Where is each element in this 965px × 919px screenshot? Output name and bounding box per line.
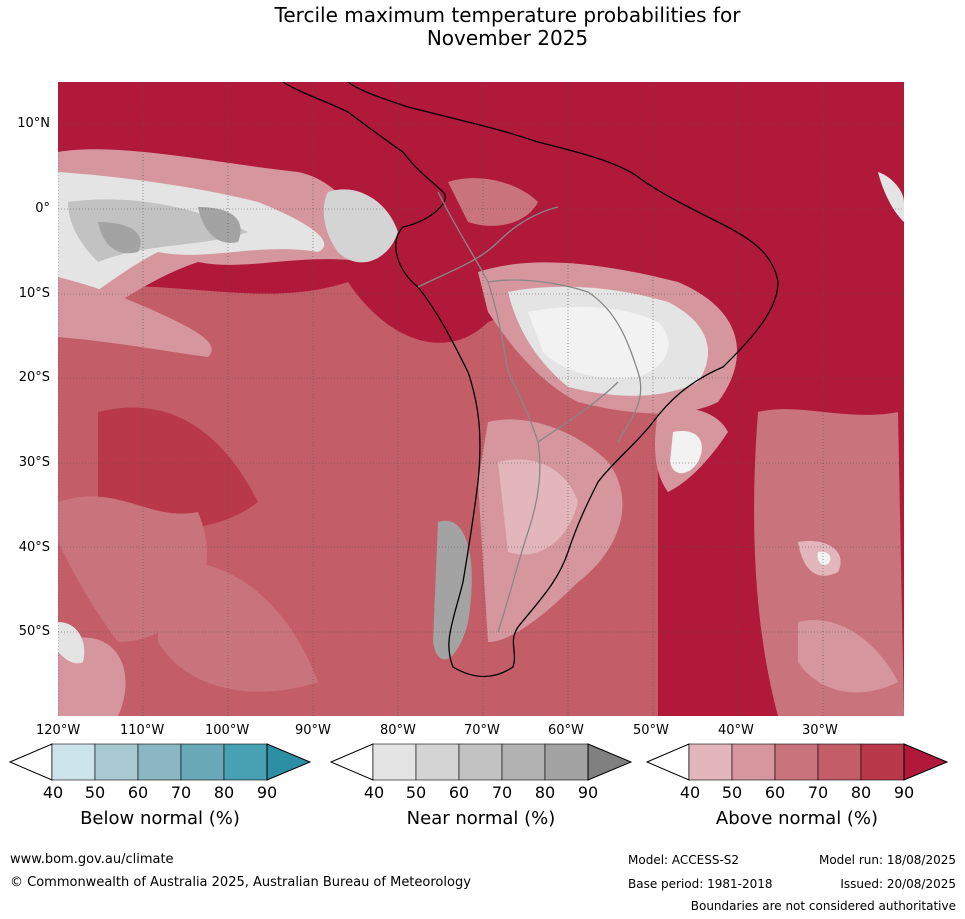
issued-text: Issued: 20/08/2025: [840, 877, 956, 891]
lat-label-50s: 50°S: [18, 624, 50, 639]
website-link[interactable]: www.bom.gov.au/climate: [10, 852, 174, 867]
base-period-text: Base period: 1981-2018: [628, 877, 773, 891]
lat-label-40s: 40°S: [18, 540, 50, 555]
below-colorbar-low-end: [9, 743, 53, 781]
lon-label-100w: 100°W: [205, 723, 250, 738]
lon-label-40w: 40°W: [718, 723, 754, 738]
below-tick-70: 70: [170, 783, 192, 802]
graticule: [58, 82, 904, 716]
above-tick-50: 50: [721, 783, 743, 802]
above-normal-title: Above normal (%): [715, 808, 879, 829]
near-tick-90: 90: [577, 783, 599, 802]
above-normal-colorbar: [646, 743, 948, 781]
lon-label-90w: 90°W: [295, 723, 331, 738]
near-tick-80: 80: [534, 783, 556, 802]
near-normal-title: Near normal (%): [406, 808, 556, 829]
lat-label-20s: 20°S: [18, 370, 50, 385]
below-colorbar-bin: [94, 743, 139, 781]
above-colorbar-bin: [731, 743, 776, 781]
above-colorbar-bin: [817, 743, 862, 781]
below-colorbar-bin: [180, 743, 225, 781]
above-colorbar-bin: [860, 743, 905, 781]
below-tick-90: 90: [256, 783, 278, 802]
near-colorbar-high-end: [587, 743, 632, 781]
below-tick-60: 60: [127, 783, 149, 802]
above-tick-60: 60: [764, 783, 786, 802]
below-colorbar-bin: [137, 743, 182, 781]
near-tick-60: 60: [448, 783, 470, 802]
above-tick-70: 70: [807, 783, 829, 802]
near-colorbar-bin: [544, 743, 589, 781]
near-tick-40: 40: [363, 783, 385, 802]
disclaimer-text: Boundaries are not considered authoritat…: [690, 899, 956, 913]
lon-label-70w: 70°W: [464, 723, 500, 738]
above-tick-90: 90: [893, 783, 915, 802]
lon-label-50w: 50°W: [633, 723, 669, 738]
below-tick-50: 50: [84, 783, 106, 802]
near-colorbar-bin: [372, 743, 417, 781]
near-colorbar-bin: [415, 743, 460, 781]
above-tick-80: 80: [850, 783, 872, 802]
lat-label-30s: 30°S: [18, 455, 50, 470]
above-colorbar-bin: [774, 743, 819, 781]
title-line-2: November 2025: [426, 26, 589, 50]
below-colorbar-bin: [51, 743, 96, 781]
below-tick-40: 40: [42, 783, 64, 802]
above-tick-40: 40: [679, 783, 701, 802]
probability-map: [58, 82, 904, 716]
model-text: Model: ACCESS-S2: [628, 853, 740, 867]
below-normal-colorbar: [9, 743, 311, 781]
lon-label-120w: 120°W: [36, 723, 81, 738]
copyright-text: © Commonwealth of Australia 2025, Austra…: [10, 875, 471, 890]
lon-label-110w: 110°W: [120, 723, 165, 738]
below-colorbar-bin: [223, 743, 268, 781]
below-normal-title: Below normal (%): [80, 808, 240, 829]
map-shading-layer: [58, 149, 904, 716]
near-tick-50: 50: [405, 783, 427, 802]
lat-label-10s: 10°S: [18, 286, 50, 301]
near-colorbar-bin: [458, 743, 503, 781]
near-colorbar-bin: [501, 743, 546, 781]
above-colorbar-high-end: [903, 743, 948, 781]
near-tick-70: 70: [491, 783, 513, 802]
near-normal-colorbar: [330, 743, 632, 781]
country-borders: [417, 191, 642, 633]
above-colorbar-low-end: [646, 743, 690, 781]
model-run-text: Model run: 18/08/2025: [818, 853, 956, 867]
title-line-1: Tercile maximum temperature probabilitie…: [274, 3, 741, 27]
lon-label-30w: 30°W: [802, 723, 838, 738]
below-colorbar-high-end: [266, 743, 311, 781]
below-tick-80: 80: [213, 783, 235, 802]
above-colorbar-bin: [688, 743, 733, 781]
near-colorbar-low-end: [330, 743, 374, 781]
chart-title: Tercile maximum temperature probabilitie…: [0, 4, 965, 50]
lon-label-80w: 80°W: [380, 723, 416, 738]
lat-label-10n: 10°N: [17, 116, 50, 131]
lon-label-60w: 60°W: [548, 723, 584, 738]
coastline: [282, 82, 779, 678]
lat-label-0: 0°: [35, 201, 50, 216]
